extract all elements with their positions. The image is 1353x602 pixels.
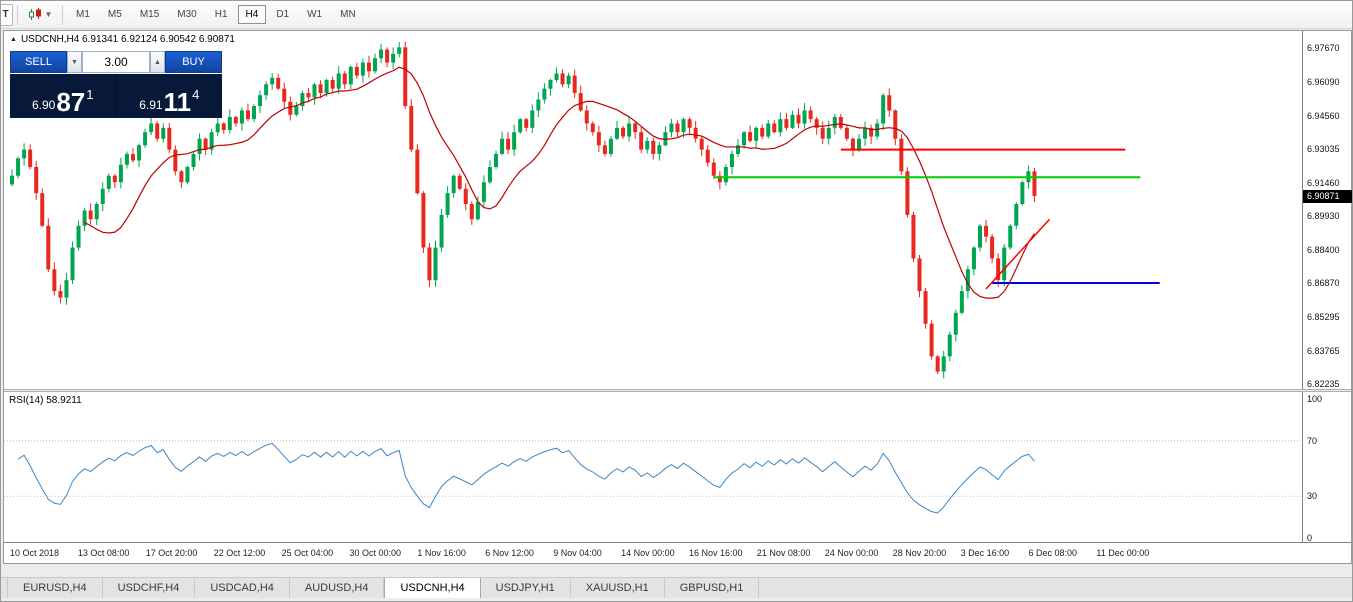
trade-panel-quotes: 6.90 87 1 6.91 11 4: [10, 74, 222, 118]
rsi-axis-label: 100: [1307, 394, 1323, 404]
timeframe-button-m1[interactable]: M1: [76, 9, 90, 20]
time-axis-label: 30 Oct 00:00: [349, 548, 402, 558]
price-axis-label: 6.91460: [1307, 178, 1340, 189]
buy-button[interactable]: BUY: [165, 51, 222, 73]
price-axis-label: 6.96090: [1307, 77, 1340, 88]
lot-decrease-button[interactable]: ▼: [67, 51, 82, 73]
price-axis-label: 6.82235: [1307, 378, 1340, 389]
buy-price-display[interactable]: 6.91 11 4: [116, 74, 222, 118]
lot-increase-button[interactable]: ▲: [150, 51, 165, 73]
sell-button[interactable]: SELL: [10, 51, 67, 73]
time-axis-label: 28 Nov 20:00: [892, 548, 947, 558]
tab-xauusd[interactable]: XAUUSD,H1: [571, 578, 665, 598]
tab-usdcnh[interactable]: USDCNH,H4: [384, 578, 481, 598]
price-axis-label: 6.94560: [1307, 110, 1340, 121]
chart-type-button[interactable]: ▼: [22, 4, 58, 26]
toolbar: T ▼ M1 M5 M15 M30 H1 H4 D1 W1 MN: [1, 1, 1352, 29]
price-axis-label: 6.83765: [1307, 345, 1340, 356]
tab-audusd[interactable]: AUDUSD,H4: [290, 578, 385, 598]
chart-window: ▲ USDCNH,H4 6.91341 6.92124 6.90542 6.90…: [3, 30, 1352, 564]
time-axis-label: 25 Oct 04:00: [281, 548, 334, 558]
tab-gbpusd[interactable]: GBPUSD,H1: [665, 578, 760, 598]
price-axis[interactable]: 6.90871 6.97670 6.96090 6.94560 6.93035 6.91…: [1302, 31, 1352, 389]
timeframe-buttons: M1 M5 M15 M30 H1 H4 D1 W1 MN: [67, 5, 365, 24]
buy-price-main: 11: [163, 86, 192, 117]
sell-price-prefix: 6.90: [31, 98, 56, 112]
price-axis-label: 6.88400: [1307, 244, 1340, 255]
current-price-tag: 6.90871: [1303, 189, 1352, 203]
timeframe-button-m5[interactable]: M5: [107, 9, 122, 20]
price-axis-label: 6.85295: [1307, 312, 1340, 323]
toolbar-separator: [17, 4, 18, 25]
price-axis-label: 6.93035: [1307, 143, 1340, 154]
buy-price-prefix: 6.91: [139, 98, 163, 112]
main-chart-area[interactable]: ▲ USDCNH,H4 6.91341 6.92124 6.90542 6.90…: [4, 31, 1302, 389]
time-axis-label: 17 Oct 20:00: [145, 548, 198, 558]
time-axis-label: 21 Nov 08:00: [756, 548, 811, 558]
time-axis-label: 13 Oct 08:00: [77, 548, 130, 558]
sell-price-sup: 1: [86, 87, 94, 102]
time-axis-label: 9 Nov 04:00: [553, 548, 602, 558]
timeframe-button-m15[interactable]: M15: [139, 9, 160, 20]
rsi-panel[interactable]: RSI(14) 58.9211: [4, 392, 1302, 542]
timeframe-button-mn[interactable]: MN: [340, 9, 356, 20]
time-axis-label: 6 Nov 12:00: [485, 548, 534, 558]
rsi-axis-label: 70: [1307, 435, 1318, 446]
buy-price-sup: 4: [192, 87, 200, 102]
lot-size-input[interactable]: 3.00: [82, 51, 150, 73]
tab-usdcad[interactable]: USDCAD,H4: [195, 578, 290, 598]
timeframe-button-h4[interactable]: H4: [237, 5, 267, 24]
time-axis-label: 10 Oct 2018: [10, 548, 60, 558]
price-axis-label: 6.89930: [1307, 211, 1340, 222]
toolbar-separator: [62, 4, 63, 25]
time-axis-label: 1 Nov 16:00: [417, 548, 466, 558]
time-axis-label: 3 Dec 16:00: [960, 548, 1010, 558]
rsi-canvas[interactable]: [4, 392, 1302, 542]
rsi-axis[interactable]: 100 70 30 0: [1302, 392, 1351, 543]
sell-price-display[interactable]: 6.90 87 1: [10, 74, 116, 118]
price-axis-label: 6.97670: [1307, 42, 1340, 53]
timeframe-button-w1[interactable]: W1: [307, 9, 323, 20]
timeframe-button-d1[interactable]: D1: [276, 9, 290, 20]
timeframe-button-h1[interactable]: H1: [214, 9, 228, 20]
tab-eurusd[interactable]: EURUSD,H4: [7, 578, 103, 598]
rsi-indicator-label: RSI(14) 58.9211: [9, 395, 82, 406]
time-axis-label: 11 Dec 00:00: [1096, 548, 1150, 558]
sell-price-main: 87: [56, 86, 86, 117]
candlestick-chart-icon: [28, 8, 42, 21]
time-axis-label: 6 Dec 08:00: [1028, 548, 1078, 558]
timeframe-button-m30[interactable]: M30: [177, 9, 197, 20]
panel-splitter[interactable]: [4, 389, 1351, 392]
trade-panel-controls: SELL ▼ 3.00 ▲ BUY: [10, 51, 222, 73]
candlestick-canvas[interactable]: [4, 31, 1302, 389]
time-axis-label: 16 Nov 16:00: [689, 548, 743, 558]
title-marker-icon: ▲: [10, 36, 17, 43]
rsi-axis-label: 30: [1307, 491, 1318, 502]
clipped-toolbar-icon[interactable]: T: [1, 3, 13, 26]
chart-title: ▲ USDCNH,H4 6.91341 6.92124 6.90542 6.90…: [10, 34, 235, 45]
tab-usdjpy[interactable]: USDJPY,H1: [481, 578, 571, 598]
time-axis-label: 22 Oct 12:00: [213, 548, 266, 558]
time-axis-label: 14 Nov 00:00: [621, 548, 675, 558]
price-axis-label: 6.86870: [1307, 278, 1340, 288]
time-axis[interactable]: 10 Oct 2018 13 Oct 08:00 17 Oct 20:00 22 Oc…: [4, 542, 1351, 563]
chart-title-text: USDCNH,H4 6.91341 6.92124 6.90542 6.9087…: [20, 34, 235, 45]
tab-usdchf[interactable]: USDCHF,H4: [103, 578, 196, 598]
chevron-down-icon: ▼: [44, 10, 53, 19]
chart-tabs-bar: EURUSD,H4 USDCHF,H4 USDCAD,H4 AUDUSD,H4 USDC…: [1, 577, 1352, 598]
rsi-axis-label: 0: [1307, 533, 1313, 543]
time-axis-label: 24 Nov 00:00: [824, 548, 879, 558]
one-click-trade-panel: SELL ▼ 3.00 ▲ BUY 6.90 87 1 6.91 11 4: [10, 51, 222, 118]
